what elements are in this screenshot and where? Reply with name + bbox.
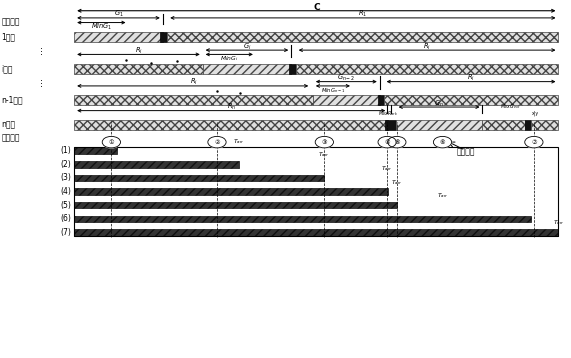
Text: $R_i$: $R_i$ xyxy=(190,77,198,87)
Text: $G_n$: $G_n$ xyxy=(434,98,444,108)
Text: $R_i$: $R_i$ xyxy=(423,42,431,52)
Text: ·: · xyxy=(39,76,43,86)
Text: $T_{arr}$: $T_{arr}$ xyxy=(381,164,393,173)
Bar xyxy=(74,175,324,181)
Bar xyxy=(296,64,558,74)
Text: ⑤: ⑤ xyxy=(394,140,400,145)
Text: (7): (7) xyxy=(61,228,71,237)
Text: ·: · xyxy=(39,79,43,89)
Text: (5): (5) xyxy=(61,200,71,210)
Bar xyxy=(74,188,388,195)
Text: ④: ④ xyxy=(384,140,390,145)
Bar xyxy=(74,229,558,236)
Text: $G_1$: $G_1$ xyxy=(114,9,123,19)
Bar xyxy=(378,95,384,105)
Text: $MinG_{n-1}$: $MinG_{n-1}$ xyxy=(321,86,345,95)
Text: ·: · xyxy=(39,50,43,60)
Text: C: C xyxy=(313,3,320,12)
Circle shape xyxy=(102,136,120,148)
Text: ·: · xyxy=(39,82,43,92)
Text: $G_{n-2}$: $G_{n-2}$ xyxy=(337,73,356,83)
Text: $T_{arr}$: $T_{arr}$ xyxy=(111,137,123,146)
Bar xyxy=(203,64,291,74)
Bar xyxy=(289,64,296,74)
Circle shape xyxy=(433,136,452,148)
Text: $MinG_i$: $MinG_i$ xyxy=(220,54,239,63)
Text: $MaxG_{ext}$: $MaxG_{ext}$ xyxy=(500,103,520,111)
Text: n-1相位: n-1相位 xyxy=(1,95,23,105)
Text: ·: · xyxy=(39,44,43,54)
Text: ·: · xyxy=(39,47,43,57)
Bar xyxy=(74,32,163,42)
Text: ①: ① xyxy=(108,140,114,145)
Text: $G_i$: $G_i$ xyxy=(243,42,251,52)
Bar xyxy=(74,216,531,222)
Bar xyxy=(384,95,558,105)
Bar xyxy=(74,120,388,130)
Bar xyxy=(385,120,396,130)
Text: $T_{arr}$: $T_{arr}$ xyxy=(391,178,403,187)
Text: $R_1$: $R_1$ xyxy=(358,9,368,19)
Text: $T_{arr}$: $T_{arr}$ xyxy=(437,191,448,200)
Bar xyxy=(74,161,239,168)
Circle shape xyxy=(315,136,333,148)
Bar xyxy=(525,120,531,130)
Text: $T_{arr}$: $T_{arr}$ xyxy=(233,137,244,146)
Bar xyxy=(74,147,117,154)
Text: $MaxR_{ark}$: $MaxR_{ark}$ xyxy=(378,109,399,118)
Text: (2): (2) xyxy=(61,160,71,169)
Text: n相位: n相位 xyxy=(1,120,15,130)
Bar xyxy=(74,202,397,208)
Bar xyxy=(74,64,203,74)
Text: 电车到达: 电车到达 xyxy=(1,133,19,142)
Bar xyxy=(74,95,313,105)
Text: ⑥: ⑥ xyxy=(440,140,445,145)
Text: $T_{arr}$: $T_{arr}$ xyxy=(319,150,330,159)
Text: i相位: i相位 xyxy=(1,64,13,73)
Text: $MinG_1$: $MinG_1$ xyxy=(91,22,112,32)
Text: $R_i$: $R_i$ xyxy=(467,73,475,83)
Text: $R_i$: $R_i$ xyxy=(135,46,142,56)
Circle shape xyxy=(388,136,406,148)
Bar xyxy=(313,95,380,105)
Bar xyxy=(396,120,482,130)
Text: ③: ③ xyxy=(321,140,327,145)
Bar xyxy=(531,120,558,130)
Text: ②: ② xyxy=(214,140,220,145)
Text: 信号配时: 信号配时 xyxy=(1,17,19,26)
Text: $R_n$: $R_n$ xyxy=(227,102,236,112)
Bar xyxy=(74,147,558,236)
Circle shape xyxy=(378,136,396,148)
Text: (4): (4) xyxy=(61,187,71,196)
Text: (6): (6) xyxy=(61,214,71,223)
Text: ⑦: ⑦ xyxy=(531,140,537,145)
Text: 1相位: 1相位 xyxy=(1,33,15,42)
Text: x|y: x|y xyxy=(532,110,539,116)
Circle shape xyxy=(525,136,543,148)
Text: (1): (1) xyxy=(61,146,71,155)
Text: (3): (3) xyxy=(61,173,71,183)
Bar xyxy=(167,32,558,42)
Circle shape xyxy=(208,136,226,148)
Bar xyxy=(482,120,525,130)
Text: 请求相位: 请求相位 xyxy=(457,147,475,157)
Text: $T_{arr}$: $T_{arr}$ xyxy=(553,218,564,227)
Bar xyxy=(160,32,167,42)
